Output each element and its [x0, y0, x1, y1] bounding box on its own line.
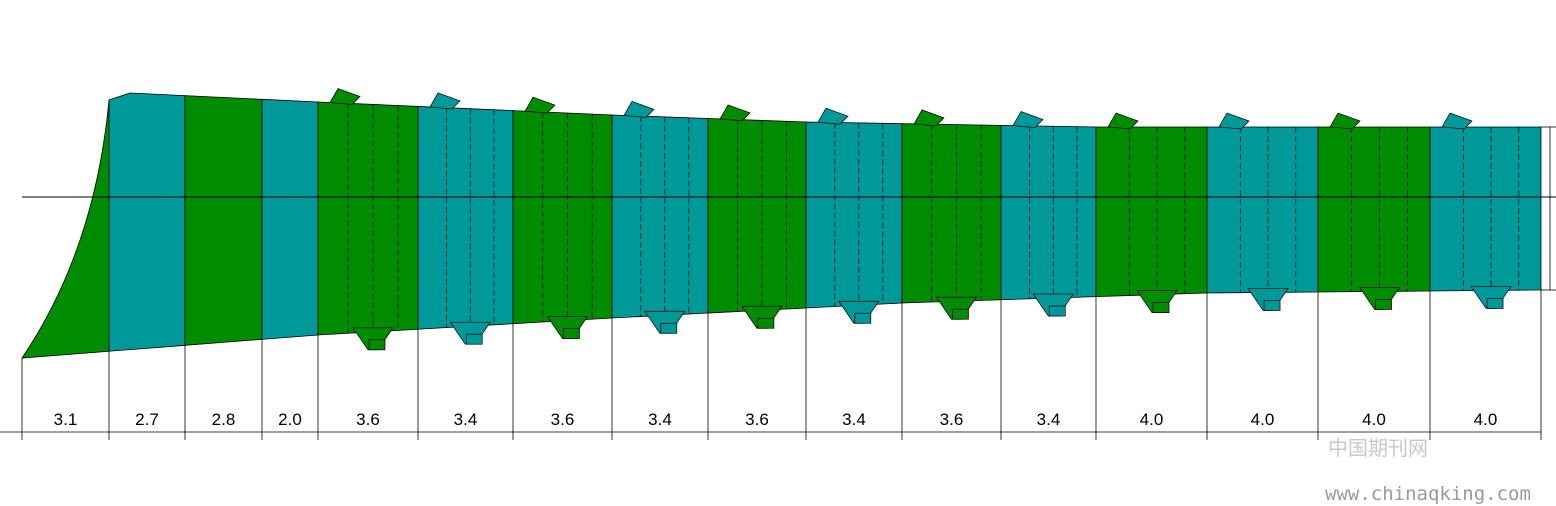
load-arrow [524, 96, 556, 114]
segment [512, 110, 613, 325]
load-arrow [817, 107, 849, 125]
dimension-label: 3.4 [842, 410, 866, 429]
dimension-label: 3.6 [940, 410, 964, 429]
load-arrow-side [660, 322, 678, 334]
dimension-label: 4.0 [1474, 410, 1498, 429]
load-arrow-side [854, 312, 872, 324]
dimension-label: 3.6 [745, 410, 769, 429]
dimension-label: 3.6 [551, 410, 575, 429]
segment [21, 99, 110, 359]
dimension-label: 2.8 [212, 410, 236, 429]
load-arrow [623, 101, 655, 118]
load-arrow [329, 88, 361, 105]
segment [1317, 126, 1431, 293]
dimension-label: 4.0 [1362, 410, 1386, 429]
dimension-label: 3.4 [1037, 410, 1061, 429]
segment [611, 114, 709, 319]
dimension-label: 4.0 [1140, 410, 1164, 429]
load-arrow [1012, 111, 1044, 128]
load-arrow-side [1486, 298, 1504, 309]
segment [184, 95, 263, 346]
load-arrow [1441, 112, 1473, 130]
load-arrow [719, 104, 751, 122]
segment [1206, 126, 1319, 294]
load-arrow-side [465, 333, 483, 345]
watermark-title: 中国期刊网 [1328, 436, 1428, 460]
load-arrow [1218, 112, 1250, 130]
segment [108, 92, 186, 352]
load-arrow-side [563, 328, 580, 339]
segment [1095, 126, 1208, 298]
load-arrow-side [1152, 302, 1170, 313]
segment [317, 101, 419, 336]
watermark-url: www.chinaqking.com [1325, 483, 1531, 505]
load-arrow [429, 92, 461, 110]
segment [417, 106, 514, 330]
dimension-label: 3.4 [454, 410, 478, 429]
segment [901, 123, 1002, 304]
load-arrow-side [1375, 299, 1392, 310]
segment [1429, 126, 1542, 292]
segment [1000, 124, 1097, 301]
dimension-label: 3.4 [648, 410, 672, 429]
load-arrow-side [757, 317, 775, 329]
load-arrow [913, 109, 945, 127]
dimension-label: 3.1 [54, 410, 78, 429]
segment [707, 118, 807, 314]
load-arrow [1107, 112, 1139, 130]
segment [261, 98, 319, 340]
dimension-label: 2.7 [135, 410, 159, 429]
load-arrow-side [1263, 300, 1281, 311]
dimension-label: 3.6 [356, 410, 380, 429]
load-arrow-side [1048, 305, 1066, 317]
dimension-label: 4.0 [1251, 410, 1275, 429]
load-arrow [1329, 112, 1361, 130]
dimension-label: 2.0 [278, 410, 302, 429]
segment [805, 121, 903, 309]
load-arrow-side [952, 308, 969, 320]
load-arrow-side [368, 339, 386, 351]
